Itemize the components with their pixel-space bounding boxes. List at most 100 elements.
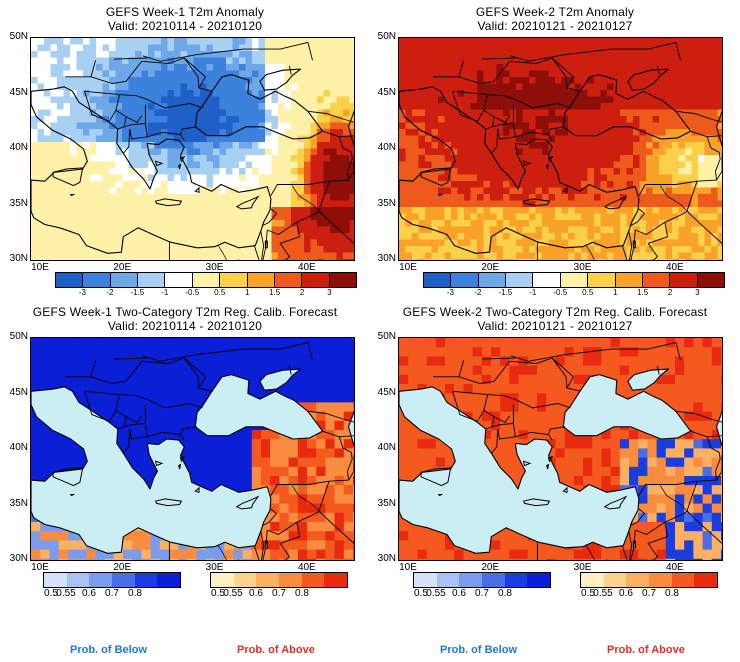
country-borders [433, 341, 722, 560]
colorbar-cell [478, 273, 507, 287]
colorbar-cell [694, 573, 718, 587]
lat-tick-label: 35N [377, 197, 396, 209]
colorbar-cell [671, 573, 695, 587]
prob-below-label: Prob. of Below [70, 644, 147, 656]
colorbar-tick-label: 2 [299, 288, 305, 297]
colorbar-tick-label: 0.7 [105, 588, 119, 599]
lon-tick-label: 20E [113, 262, 132, 273]
prob-above-label: Prob. of Above [607, 644, 685, 656]
colorbar-cell [279, 573, 302, 587]
colorbar-tick-label: -2 [474, 288, 482, 297]
colorbar-cell [134, 573, 158, 587]
colorbar-tick-label: 0.5 [414, 588, 428, 599]
colorbar-cell [527, 573, 551, 587]
colorbar-cell [233, 573, 257, 587]
map-week2-anomaly [398, 37, 723, 261]
lat-tick-label: 50N [377, 331, 396, 342]
colorbar-tick-label: 0.55 [56, 588, 76, 599]
lat-tick-label: 45N [9, 86, 28, 98]
colorbar-cell [414, 573, 437, 587]
lat-tick-label: 45N [9, 386, 28, 398]
colorbar-tick-label: 0.6 [452, 588, 466, 599]
lon-tick-label: 10E [31, 562, 49, 573]
map-week2-probability [398, 337, 723, 561]
lat-tick-label: 40N [377, 442, 396, 453]
lon-tick-label: 30E [573, 562, 592, 573]
lat-tick-label: 50N [377, 31, 396, 42]
colorbar-cell [670, 273, 698, 287]
lat-tick-label: 35N [9, 197, 28, 209]
colorbar-tick-label: 0.5 [44, 588, 58, 599]
colorbar-tick-label: 2 [667, 288, 673, 297]
colorbar-cell [56, 273, 84, 287]
lon-tick-label: 40E [297, 562, 316, 573]
lat-tick-label: 30N [9, 553, 28, 564]
colorbar-tick-label: 0.55 [593, 588, 613, 599]
colorbar-tick-label: 0.7 [272, 588, 286, 599]
colorbar-cell [247, 273, 275, 287]
lon-tick-label: 40E [297, 262, 316, 273]
colorbar-cell [302, 273, 330, 287]
colorbar-cell [642, 273, 671, 287]
colorbar-tick-label: 1 [612, 288, 618, 297]
colorbar-cell [110, 273, 139, 287]
field-shading [399, 38, 722, 260]
map-week1-anomaly [30, 37, 355, 261]
panel-subtitle: Valid: 20210121 - 20210127 [477, 319, 633, 333]
colorbar-tick-label: -1 [161, 288, 169, 297]
colorbar-cell [451, 273, 479, 287]
panel-title: GEFS Week-2 Two-Category T2m Reg. Calib.… [402, 305, 708, 319]
lon-tick-label: 10E [31, 262, 49, 273]
colorbar-cell [482, 573, 505, 587]
lat-tick-label: 40N [9, 442, 28, 453]
anomaly-colorbar [423, 272, 725, 288]
colorbar-cell [256, 573, 280, 587]
colorbar-tick-label: 0.6 [249, 588, 263, 599]
colorbar-cell [504, 573, 528, 587]
colorbar-tick-label: 0.5 [214, 288, 226, 297]
lon-tick-label: 20E [481, 262, 500, 273]
colorbar-tick-label: -0.5 [553, 288, 568, 297]
colorbar-cell [697, 273, 724, 287]
colorbar-cell [211, 573, 234, 587]
map-week1-probability [30, 337, 355, 561]
colorbar-cell [192, 273, 221, 287]
lat-tick-label: 45N [377, 386, 396, 398]
panel-week2-anomaly: GEFS Week-2 T2m Anomaly Valid: 20210121 … [370, 0, 740, 300]
lat-tick-label: 45N [377, 86, 396, 98]
lon-tick-label: 10E [399, 562, 417, 573]
lat-tick-label: 40N [9, 142, 28, 153]
country-borders [65, 41, 354, 260]
colorbar-tick-label: 0.8 [128, 588, 142, 599]
colorbar-tick-label: -3 [446, 288, 455, 297]
country-borders [65, 341, 354, 560]
lon-tick-label: 20E [481, 562, 500, 573]
colorbar-tick-label: 1.5 [637, 288, 649, 297]
field-shading [31, 38, 354, 260]
colorbar-cell [274, 273, 303, 287]
colorbar-tick-label: 1.5 [269, 288, 281, 297]
colorbar-cell [560, 273, 589, 287]
panel-subtitle: Valid: 20210121 - 20210127 [477, 19, 633, 33]
colorbar-tick-label: -0.5 [185, 288, 200, 297]
prob-above-label: Prob. of Above [237, 644, 315, 656]
colorbar-tick-label: -1.5 [498, 288, 513, 297]
colorbar-cell [533, 273, 561, 287]
lon-tick-label: 20E [113, 562, 132, 573]
colorbar-cell [324, 573, 348, 587]
coastlines [31, 368, 354, 560]
lat-tick-label: 40N [377, 142, 396, 153]
colorbar-cell [220, 273, 248, 287]
colorbar-tick-label: 1 [244, 288, 250, 297]
colorbar-tick-label: 3 [695, 288, 700, 297]
lat-tick-label: 30N [377, 253, 396, 264]
colorbar-tick-label: 0.5 [582, 288, 594, 297]
colorbar-cell [112, 573, 135, 587]
anomaly-colorbar [55, 272, 357, 288]
lat-tick-label: 30N [9, 253, 28, 264]
colorbar-cell [329, 273, 356, 287]
lon-tick-label: 30E [205, 562, 224, 573]
panel-week2-probability: GEFS Week-2 Two-Category T2m Reg. Calib.… [370, 300, 740, 662]
panel-subtitle: Valid: 20210114 - 20210120 [107, 319, 263, 333]
colorbar-tick-label: 0.7 [475, 588, 489, 599]
